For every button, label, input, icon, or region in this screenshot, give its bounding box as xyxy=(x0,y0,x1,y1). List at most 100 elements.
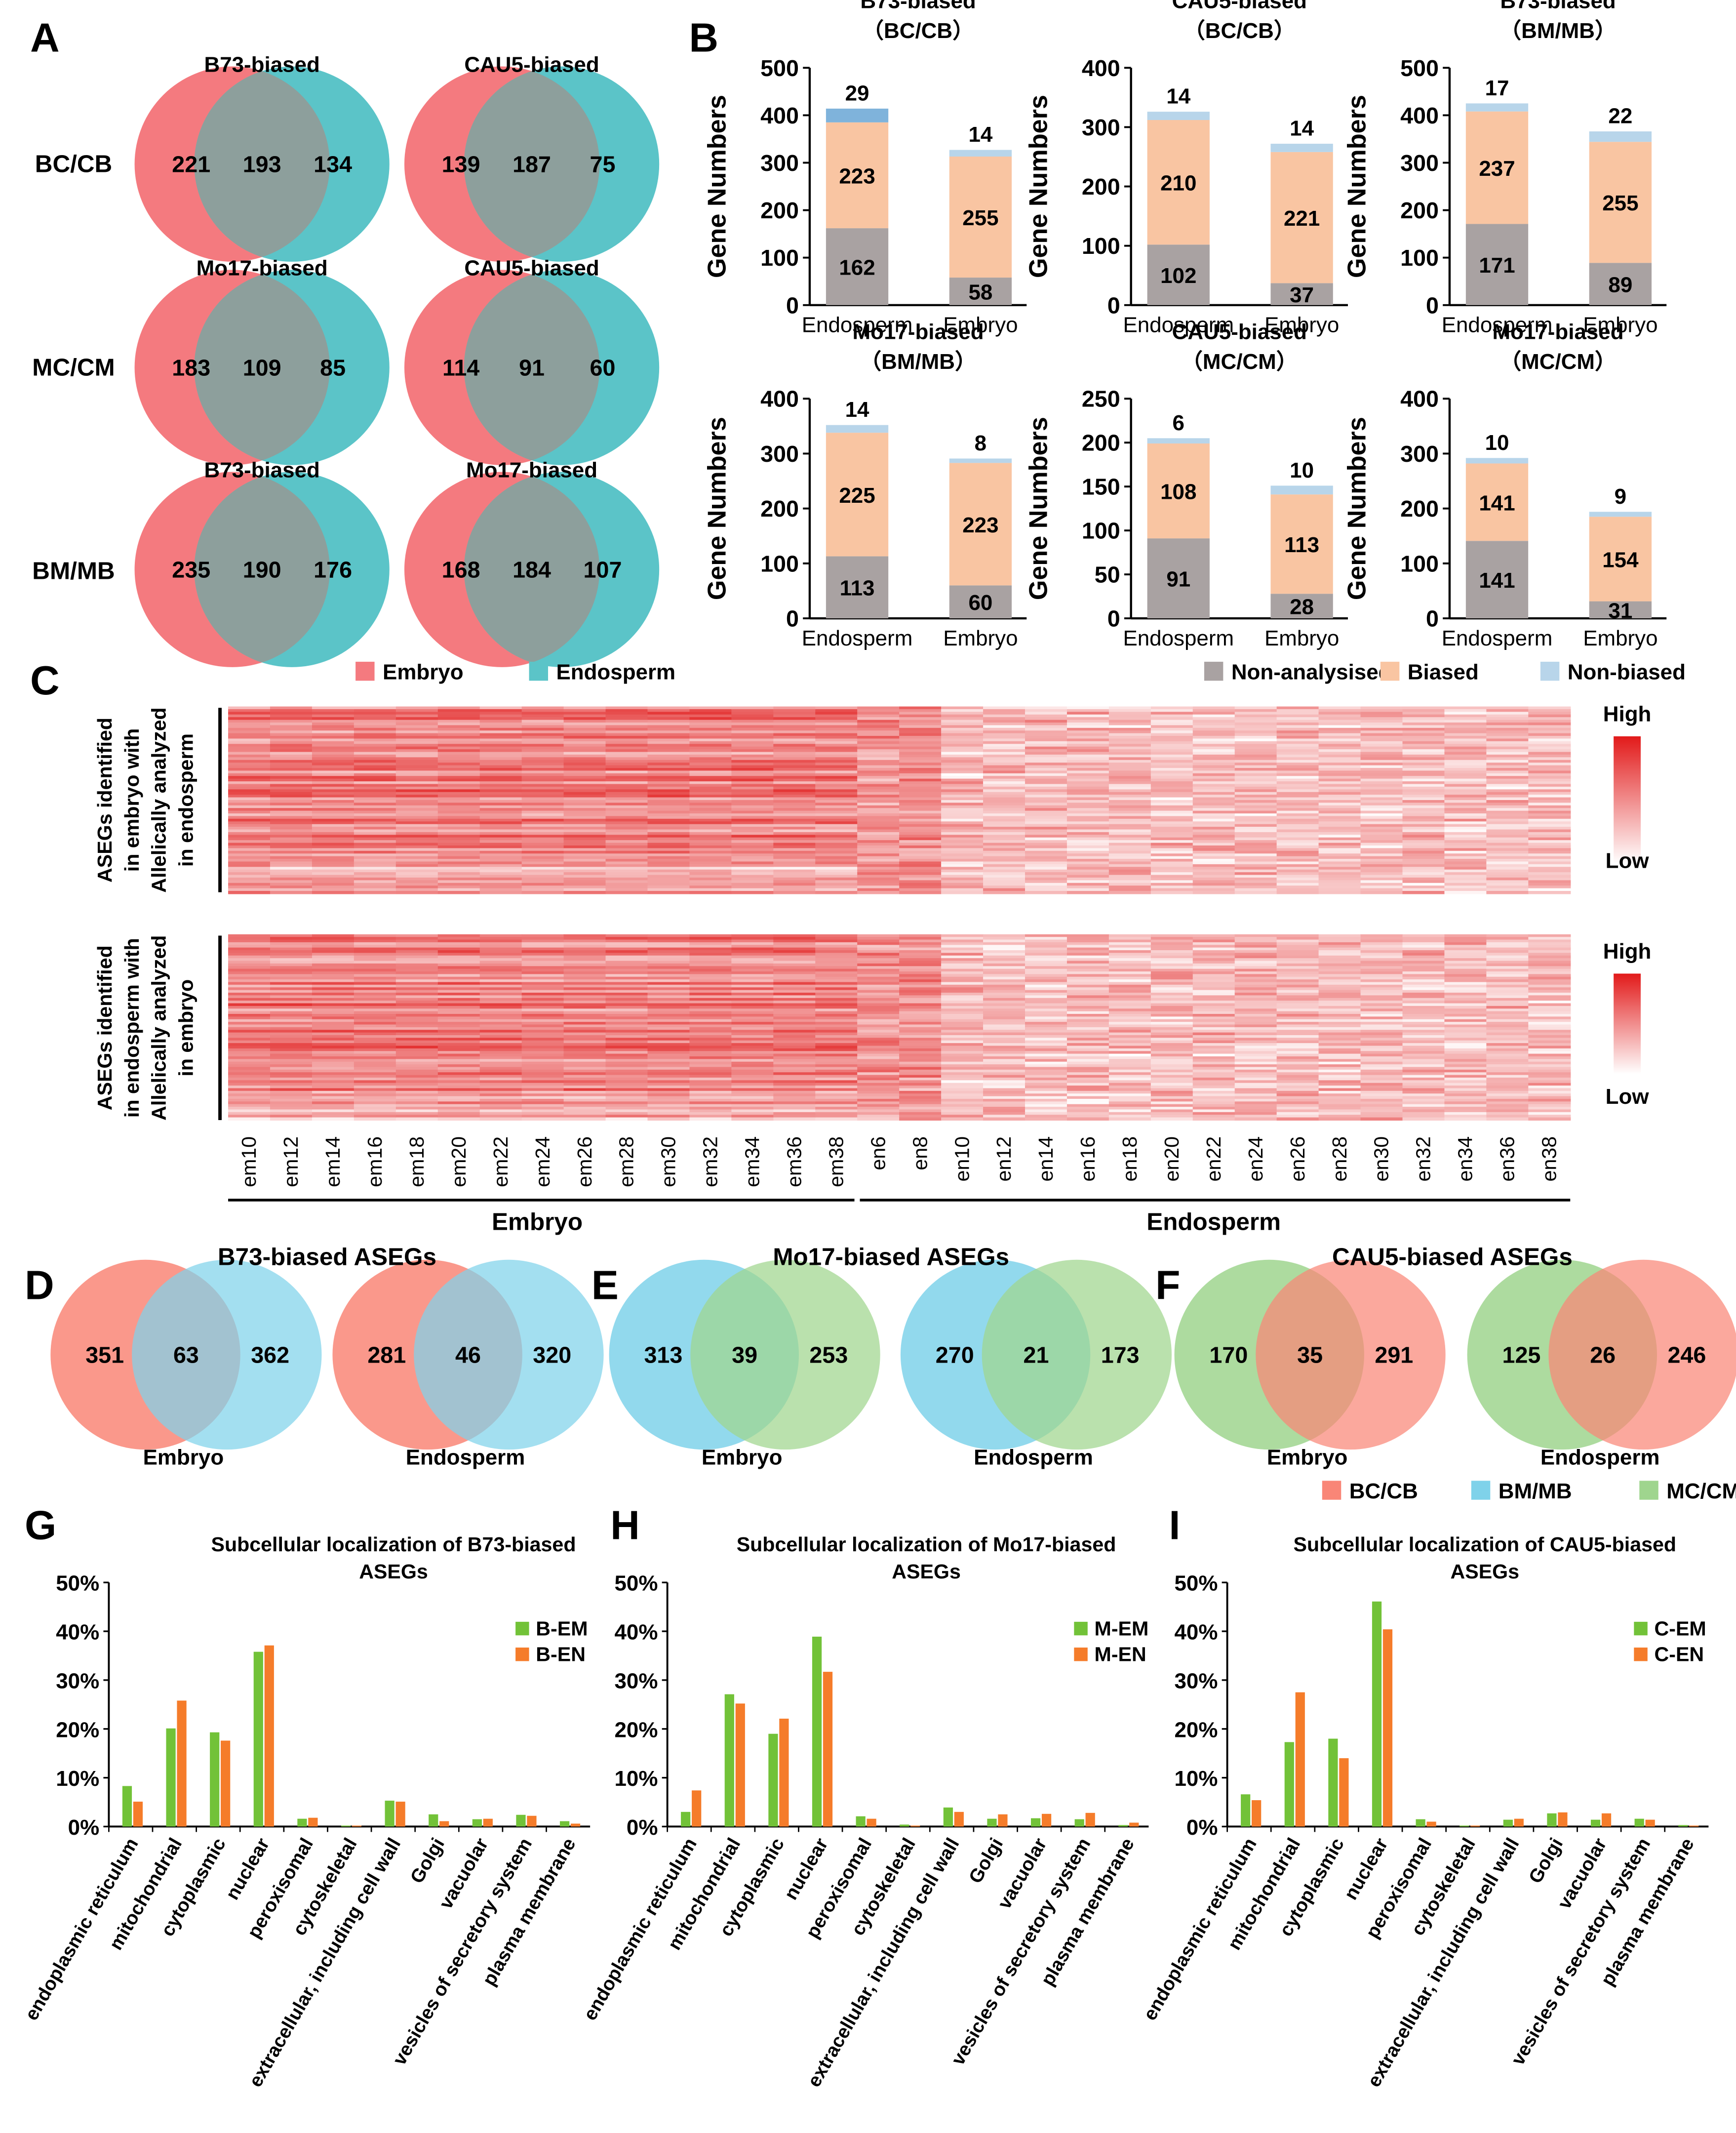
heatmap-cell xyxy=(479,712,522,715)
heatmap-cell xyxy=(395,773,438,777)
heatmap-cell xyxy=(773,984,816,988)
heatmap-cell xyxy=(228,832,271,836)
heatmap-cell xyxy=(395,1046,438,1049)
heatmap-cell xyxy=(1486,773,1529,777)
heatmap-cell xyxy=(395,1035,438,1039)
venn-right-circle xyxy=(690,1259,880,1450)
heatmap-cell xyxy=(1066,824,1109,828)
heatmap-cell xyxy=(815,1077,858,1081)
heatmap-cell xyxy=(899,829,942,833)
heatmap-cell xyxy=(395,813,438,817)
heatmap-cell xyxy=(437,765,480,769)
heatmap-cell xyxy=(941,976,984,980)
heatmap-cell xyxy=(647,888,690,892)
heatmap-cell xyxy=(312,714,355,718)
heatmap-cell xyxy=(1486,733,1529,737)
heatmap-cell xyxy=(773,754,816,758)
heatmap-cell xyxy=(1276,1109,1319,1113)
heatmap-cell xyxy=(1108,888,1151,892)
heatmap-cell xyxy=(270,1011,313,1015)
heatmap-cell xyxy=(815,744,858,747)
heatmap-cell xyxy=(1528,746,1571,750)
heatmap-cell xyxy=(1150,1056,1193,1060)
heatmap-cell xyxy=(983,778,1026,782)
heatmap-cell xyxy=(1066,1117,1109,1121)
heatmap-cell xyxy=(354,987,396,991)
heatmap-cell xyxy=(773,714,816,718)
heatmap-cell xyxy=(983,945,1026,948)
heatmap-cell xyxy=(437,1112,480,1116)
heatmap-cell xyxy=(899,974,942,977)
heatmap-cell xyxy=(1528,850,1571,854)
heatmap-cell xyxy=(689,942,732,946)
heatmap-cell xyxy=(1192,968,1235,972)
heatmap-cell xyxy=(1318,1022,1361,1025)
heatmap-cell xyxy=(1444,845,1487,849)
heatmap-cell xyxy=(1234,937,1277,940)
heatmap-cell xyxy=(899,821,942,825)
heatmap-cell xyxy=(1025,961,1068,965)
heatmap-cell xyxy=(899,1086,942,1089)
heatmap-cell xyxy=(773,1043,816,1046)
heatmap-cell xyxy=(521,942,564,946)
heatmap-cell xyxy=(312,1001,355,1004)
heatmap-cell xyxy=(1108,942,1151,946)
heatmap-cell xyxy=(773,717,816,721)
heatmap-cell xyxy=(983,803,1026,806)
heatmap-cell xyxy=(1276,968,1319,972)
heatmap-cell xyxy=(731,754,774,758)
heatmap-cell xyxy=(354,1112,396,1116)
heatmap-cell xyxy=(1150,843,1193,846)
heatmap-cell xyxy=(773,770,816,774)
heatmap-cell xyxy=(270,1096,313,1100)
heatmap-cell xyxy=(479,1040,522,1044)
heatmap-cell xyxy=(228,963,271,967)
heatmap-cell xyxy=(815,1090,858,1094)
heatmap-cell xyxy=(1150,869,1193,873)
heatmap-cell xyxy=(773,730,816,734)
heatmap-cell xyxy=(1234,744,1277,747)
heatmap-cell xyxy=(1402,998,1445,1002)
heatmap-cell xyxy=(1402,770,1445,774)
heatmap-cell xyxy=(1108,1096,1151,1100)
heatmap-cell xyxy=(605,1064,648,1068)
heatmap-cell xyxy=(689,1001,732,1004)
heatmap-cell xyxy=(312,832,355,836)
heatmap-cell xyxy=(1108,966,1151,969)
heatmap-cell xyxy=(1192,934,1235,938)
heatmap-cell xyxy=(1444,877,1487,881)
heatmap-cell xyxy=(1234,1043,1277,1046)
heatmap-cell xyxy=(228,784,271,788)
panel-letter-i: I xyxy=(1169,1502,1181,1548)
heatmap-cell xyxy=(815,1101,858,1105)
heatmap-cell xyxy=(815,845,858,849)
heatmap-cell xyxy=(647,993,690,996)
heatmap-cell xyxy=(1150,1016,1193,1020)
heatmap-cell xyxy=(941,998,984,1002)
heatmap-cell xyxy=(354,875,396,879)
heatmap-cell xyxy=(1066,945,1109,948)
heatmap-cell xyxy=(815,945,858,948)
heatmap-cell xyxy=(1276,741,1319,745)
heatmap-cell xyxy=(1108,760,1151,764)
heatmap-cell xyxy=(689,982,732,985)
heatmap-cell xyxy=(983,1019,1026,1023)
heatmap-cell xyxy=(479,824,522,828)
heatmap-cell xyxy=(1360,757,1403,761)
heatmap-cell xyxy=(857,1001,900,1004)
heatmap-cell xyxy=(1234,1096,1277,1100)
heatmap-cell xyxy=(1360,786,1403,790)
heatmap-cell xyxy=(354,976,396,980)
heatmap-cell xyxy=(563,1040,606,1044)
heatmap-cell xyxy=(1192,738,1235,742)
heatmap-cell xyxy=(563,773,606,777)
heatmap-cell xyxy=(647,746,690,750)
heatmap-cell xyxy=(1066,760,1109,764)
heatmap-cell xyxy=(1192,1038,1235,1041)
heatmap-cell xyxy=(647,1016,690,1020)
heatmap-cell xyxy=(647,1093,690,1097)
heatmap-cell xyxy=(1486,971,1529,975)
heatmap-cell xyxy=(731,1115,774,1118)
heatmap-cell xyxy=(1276,1038,1319,1041)
heatmap-cell xyxy=(563,730,606,734)
